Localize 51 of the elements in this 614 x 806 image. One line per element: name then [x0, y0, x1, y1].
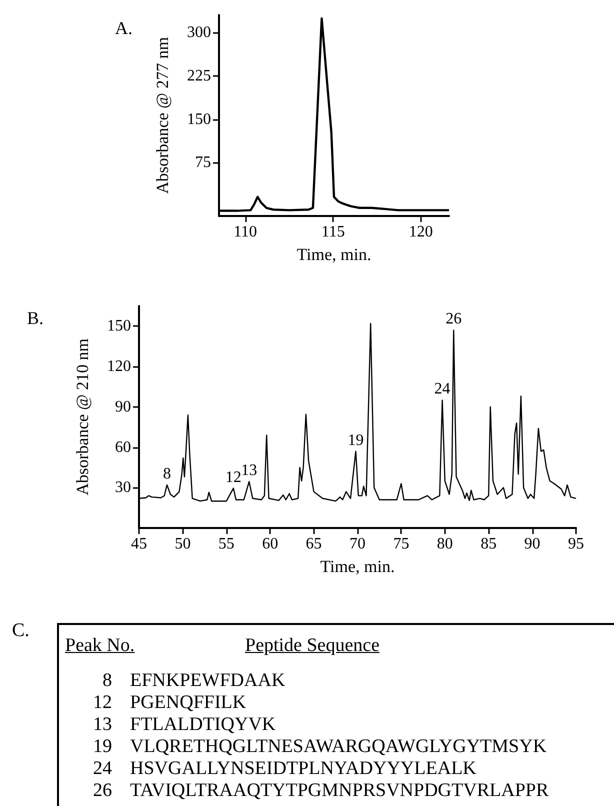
chart-title: B.	[27, 308, 44, 328]
text: Peptide Sequence	[245, 635, 380, 657]
x-tick-label: 45	[131, 536, 147, 552]
line-series	[218, 17, 450, 212]
y-tick-label: 150	[107, 318, 131, 335]
text: 19	[92, 736, 112, 758]
text: 12	[92, 692, 112, 714]
y-tick-label: 150	[187, 110, 211, 128]
x-tick-label: 95	[568, 536, 584, 552]
text: 13	[92, 714, 112, 736]
annotation: 24	[434, 380, 450, 398]
annotation: 13	[241, 462, 258, 480]
y-axis-title: Absorbance @ 277 nm	[153, 37, 172, 194]
text: HSVGALLYNSEIDTPLNYADYYYLEALK	[130, 758, 476, 780]
text: Peak No.	[65, 635, 135, 657]
y-axis-title: Absorbance @ 210 nm	[73, 338, 92, 496]
x-tick-label: 50	[174, 536, 191, 552]
text: 24	[92, 758, 112, 780]
y-tick-label: 75	[195, 154, 211, 172]
x-tick-label: 85	[480, 536, 497, 552]
y-tick-label: 30	[115, 479, 131, 496]
annotation: 12	[225, 468, 242, 486]
y-tick-label: 90	[115, 398, 131, 416]
x-tick-label: 55	[218, 536, 234, 552]
x-tick-label: 120	[408, 224, 433, 240]
text: 26	[92, 780, 112, 802]
y-tick-label: 225	[187, 67, 211, 84]
y-tick-label: 300	[187, 24, 211, 41]
annotation: 19	[348, 432, 364, 449]
y-tick-label: 120	[107, 358, 131, 376]
text: C.	[12, 620, 30, 642]
x-tick-label: 110	[234, 224, 258, 240]
x-tick-label: 65	[306, 536, 322, 552]
x-tick-label: 115	[321, 224, 345, 240]
text: EFNKPEWFDAAK	[130, 670, 286, 692]
x-tick-label: 80	[436, 536, 453, 552]
x-axis-title: Time, min.	[296, 245, 372, 264]
x-tick-label: 90	[524, 536, 540, 552]
x-axis-title: Time, min.	[320, 557, 395, 576]
text: 8	[102, 670, 112, 692]
text: TAVIQLTRAAQTYTPGMNPRSVNPDGTVRLAPPR	[130, 780, 549, 802]
x-tick-label: 70	[350, 536, 366, 552]
text: VLQRETHQGLTNESAWARGQAWGLYGYTMSYK	[130, 736, 547, 758]
x-tick-label: 60	[262, 536, 278, 552]
y-tick-label: 60	[115, 438, 131, 456]
annotation: 26	[446, 310, 462, 328]
annotation: 8	[162, 465, 171, 482]
x-tick-label: 75	[393, 536, 410, 552]
chart-title: A.	[115, 18, 132, 38]
text: FTLALDTIQYVK	[130, 714, 276, 736]
text: PGENQFFILK	[130, 692, 246, 714]
